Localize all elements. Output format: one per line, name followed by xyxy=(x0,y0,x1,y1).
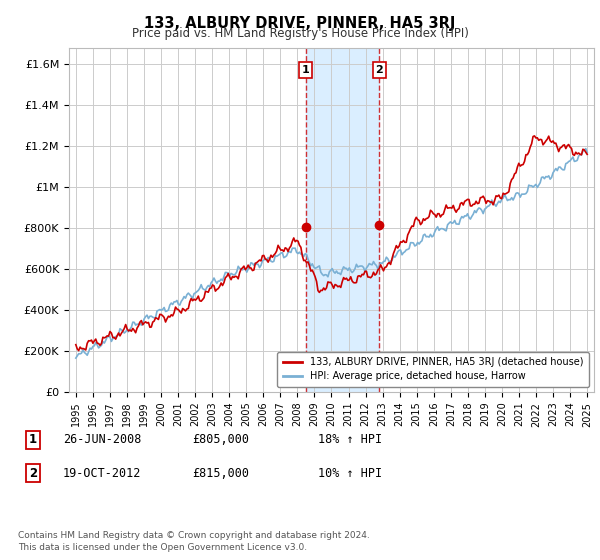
Text: 19-OCT-2012: 19-OCT-2012 xyxy=(63,466,142,480)
Text: 18% ↑ HPI: 18% ↑ HPI xyxy=(318,433,382,446)
Text: £805,000: £805,000 xyxy=(192,433,249,446)
Text: 1: 1 xyxy=(29,433,37,446)
Legend: 133, ALBURY DRIVE, PINNER, HA5 3RJ (detached house), HPI: Average price, detache: 133, ALBURY DRIVE, PINNER, HA5 3RJ (deta… xyxy=(277,352,589,387)
Text: 2: 2 xyxy=(29,466,37,480)
Bar xyxy=(305,48,379,392)
Text: 26-JUN-2008: 26-JUN-2008 xyxy=(63,433,142,446)
Text: 2: 2 xyxy=(376,65,383,75)
Text: Price paid vs. HM Land Registry's House Price Index (HPI): Price paid vs. HM Land Registry's House … xyxy=(131,27,469,40)
Text: Contains HM Land Registry data © Crown copyright and database right 2024.
This d: Contains HM Land Registry data © Crown c… xyxy=(18,531,370,552)
Text: 10% ↑ HPI: 10% ↑ HPI xyxy=(318,466,382,480)
Text: 133, ALBURY DRIVE, PINNER, HA5 3RJ: 133, ALBURY DRIVE, PINNER, HA5 3RJ xyxy=(145,16,455,31)
Text: £815,000: £815,000 xyxy=(192,466,249,480)
Text: 1: 1 xyxy=(302,65,310,75)
